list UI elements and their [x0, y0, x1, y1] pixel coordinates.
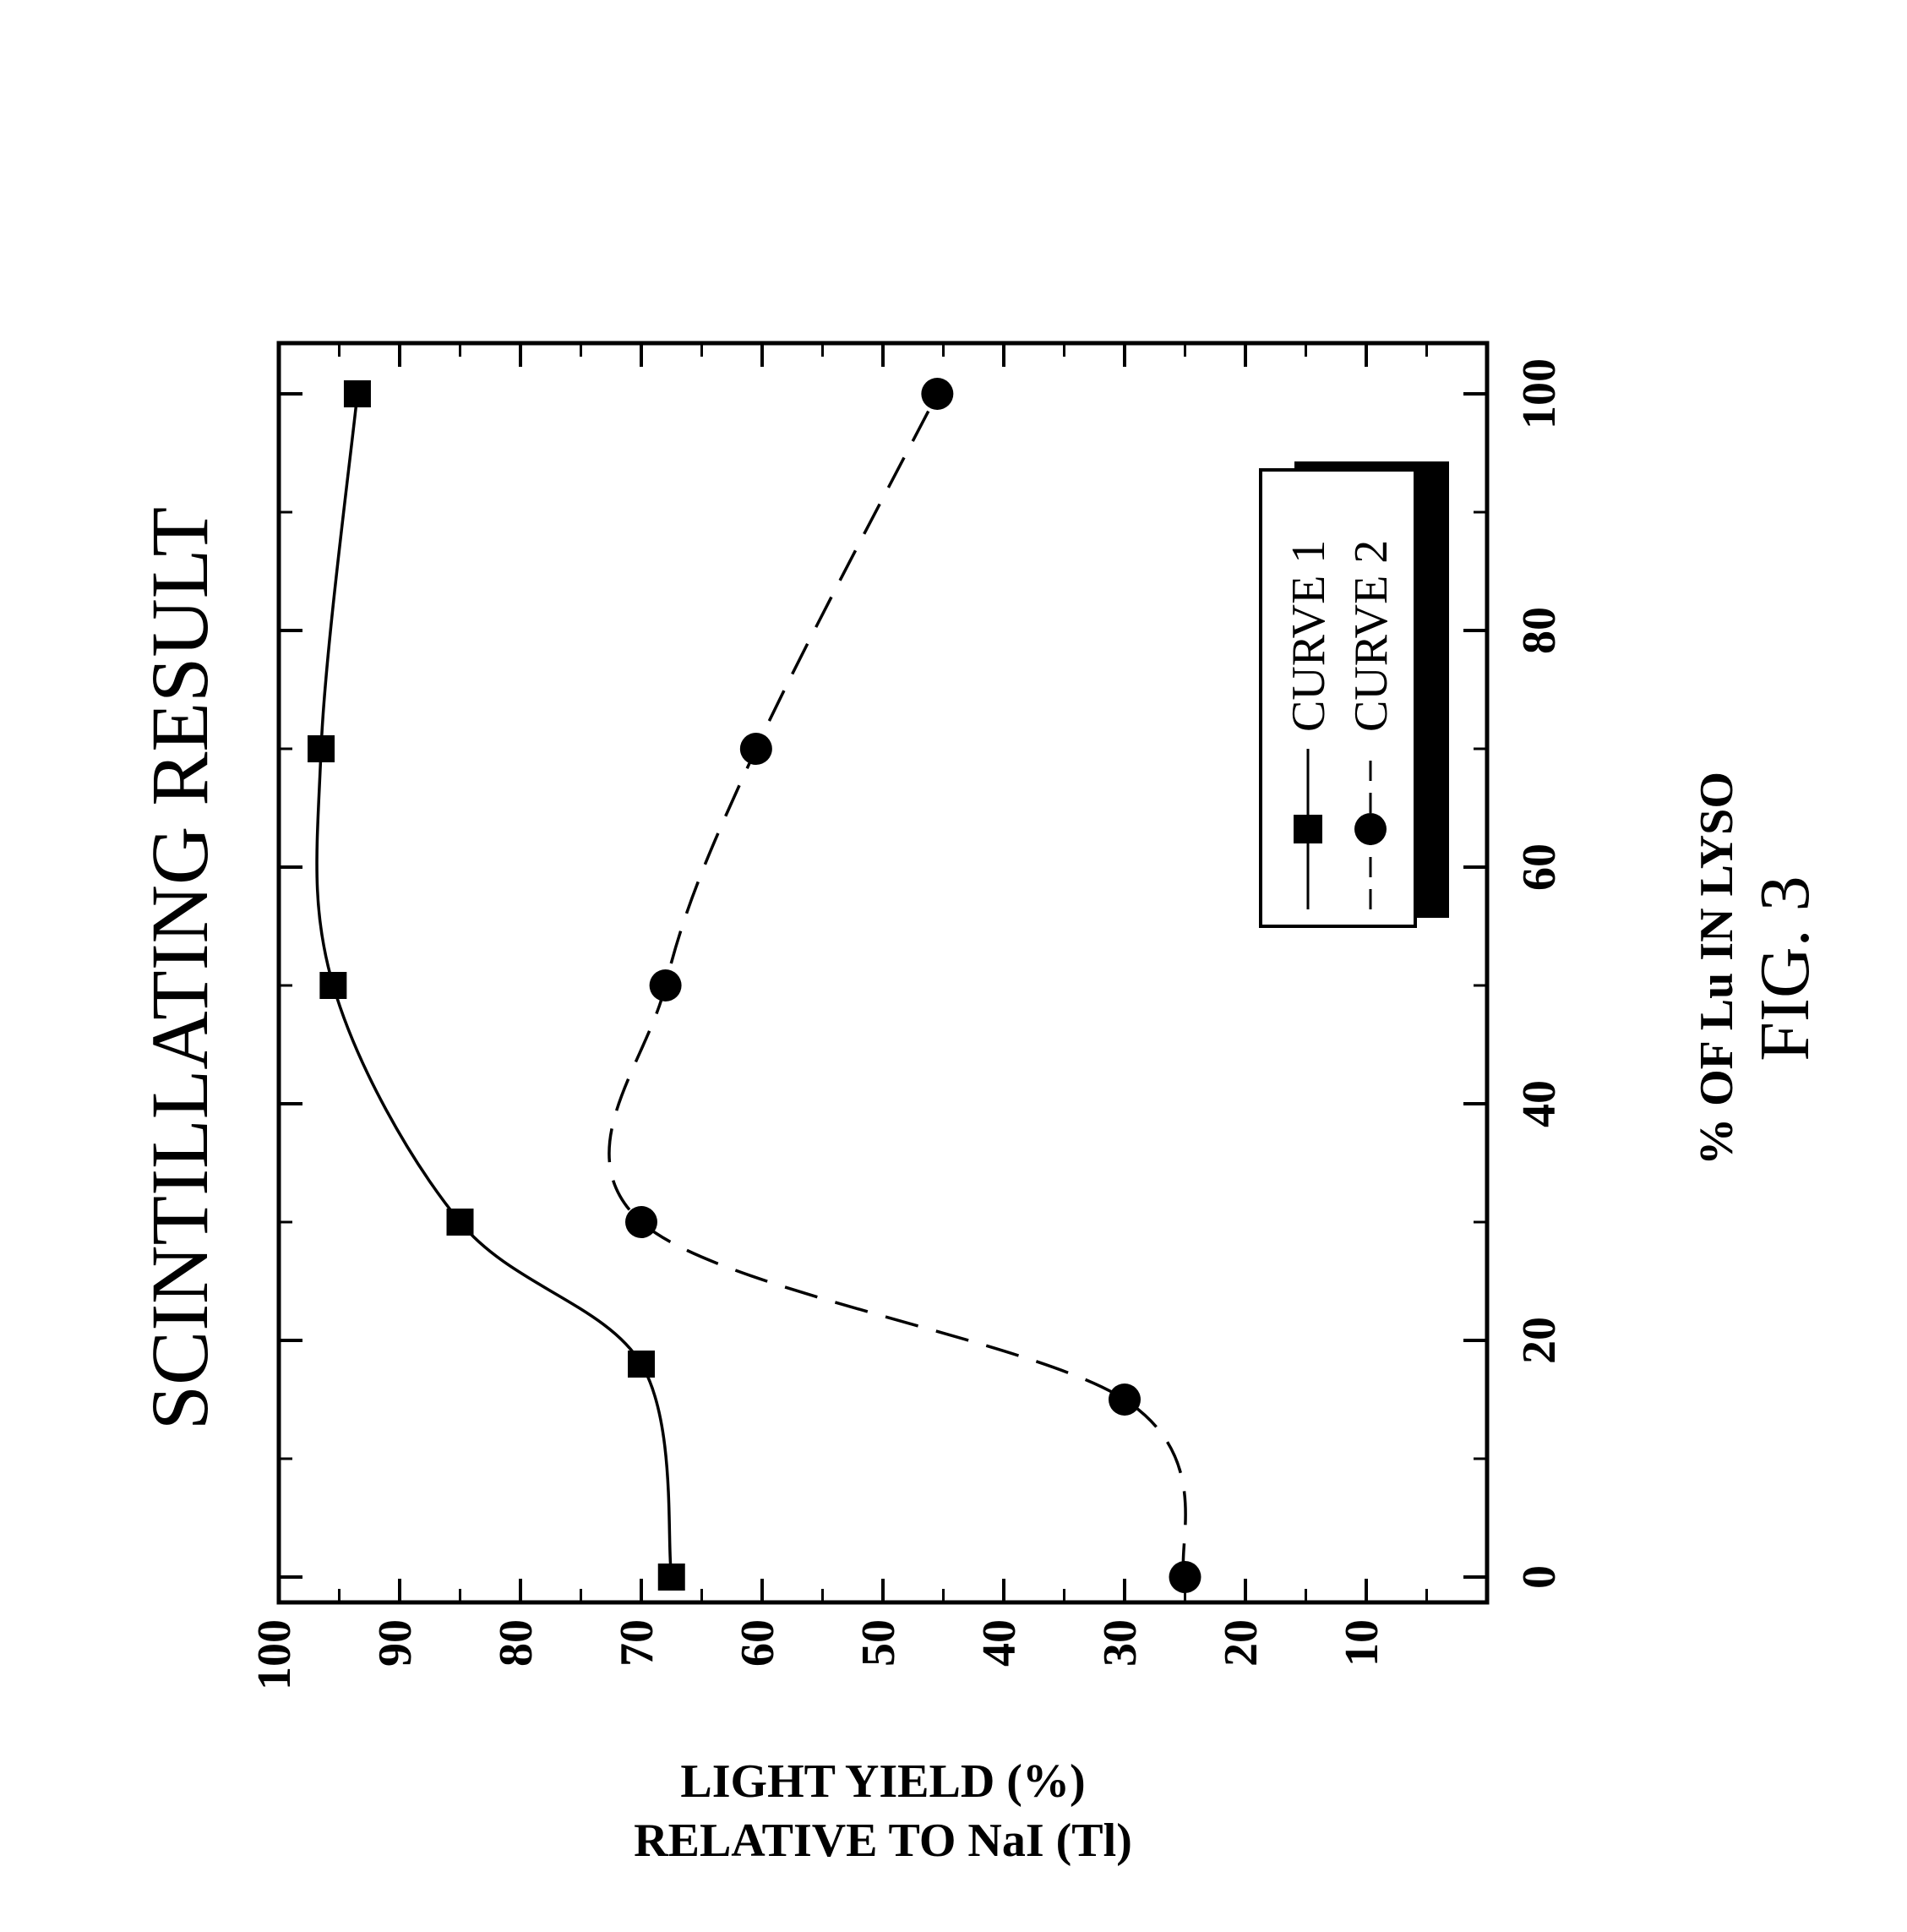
y-tick-label: 10	[1336, 1619, 1388, 1667]
y-tick-label: 70	[611, 1619, 663, 1667]
y-axis: 100 90 80 70 60 50 40 30 20 10	[248, 343, 1427, 1690]
data-point-square	[658, 1564, 685, 1591]
x-tick-label: 40	[1513, 1080, 1566, 1127]
legend-label-curve-1: CURVE 1	[1283, 540, 1335, 732]
y-tick-label: 60	[732, 1619, 784, 1667]
data-point-circle	[1169, 1561, 1201, 1593]
y-tick-label: 30	[1094, 1619, 1147, 1667]
legend-square-marker	[1294, 815, 1322, 843]
y-tick-label: 20	[1215, 1619, 1267, 1667]
y-tick-label: 80	[490, 1619, 542, 1667]
series-line-2	[609, 394, 1185, 1577]
legend: CURVE 1 CURVE 2	[1261, 461, 1449, 926]
series-line-1	[317, 394, 672, 1577]
x-axis-title: % OF Lu IN LYSO	[1691, 772, 1743, 1165]
y-tick-label: 90	[369, 1619, 422, 1667]
legend-label-curve-2: CURVE 2	[1345, 540, 1398, 732]
y-axis-title-line-1: LIGHT YIELD (%)	[680, 1755, 1085, 1808]
data-point-square	[447, 1209, 474, 1236]
y-tick-label: 100	[248, 1619, 301, 1690]
x-tick-label: 20	[1513, 1317, 1566, 1364]
series-layer	[308, 378, 1201, 1593]
y-tick-label: 40	[973, 1619, 1026, 1667]
data-point-circle	[740, 733, 772, 765]
data-point-square	[344, 380, 371, 407]
legend-circle-marker	[1354, 813, 1387, 845]
figure-label: FIG. 3	[1746, 876, 1824, 1061]
data-point-circle	[650, 969, 682, 1001]
data-point-circle	[921, 378, 953, 410]
x-tick-label: 0	[1513, 1565, 1566, 1589]
y-tick-label: 50	[853, 1619, 905, 1667]
data-point-square	[628, 1351, 655, 1378]
data-point-square	[308, 735, 335, 762]
data-point-circle	[625, 1206, 657, 1238]
x-tick-label: 60	[1513, 843, 1566, 891]
y-axis-title-line-2: RELATIVE TO NaI (Tl)	[634, 1815, 1132, 1867]
data-point-square	[319, 972, 346, 999]
chart-title: SCINTILLATING RESULT	[134, 507, 225, 1430]
x-tick-label: 100	[1513, 358, 1566, 429]
x-tick-label: 80	[1513, 607, 1566, 654]
data-point-circle	[1109, 1384, 1141, 1416]
